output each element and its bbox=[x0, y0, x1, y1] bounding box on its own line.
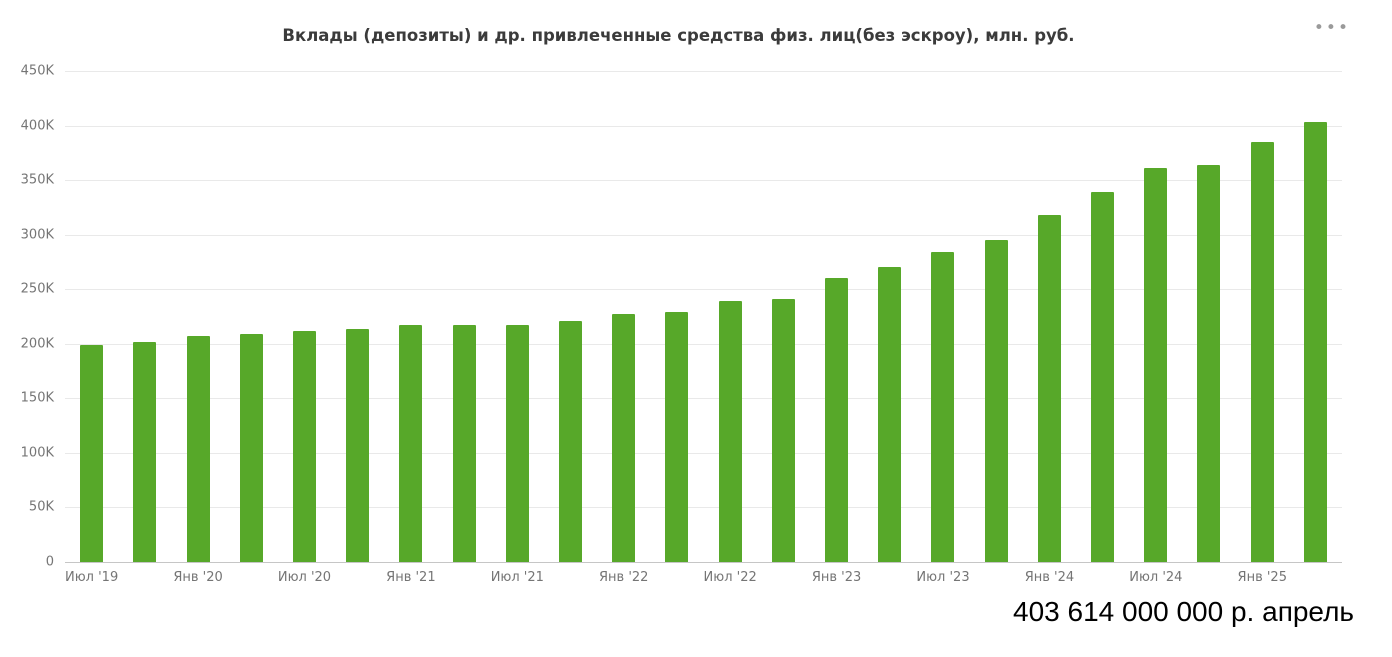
x-tick-label bbox=[1182, 570, 1235, 585]
bar-column bbox=[437, 71, 490, 562]
bar[interactable] bbox=[80, 344, 104, 562]
y-tick-label: 450K bbox=[20, 63, 54, 79]
x-axis-labels: Июл '19 Янв '20 Июл '20 Янв '21 Июл '21 Янв '… bbox=[65, 570, 1342, 585]
gridline bbox=[65, 398, 1342, 400]
bar[interactable] bbox=[1197, 164, 1221, 562]
y-tick-label: 100K bbox=[20, 445, 54, 461]
gridline bbox=[65, 125, 1342, 127]
x-tick-label bbox=[331, 570, 384, 585]
bar[interactable] bbox=[771, 299, 795, 562]
bar[interactable] bbox=[665, 312, 689, 562]
y-tick-label: 50K bbox=[28, 499, 54, 515]
x-tick-label bbox=[118, 570, 171, 585]
latest-value-annotation: 403 614 000 000 р. апрель bbox=[1013, 596, 1354, 627]
bar[interactable] bbox=[292, 330, 316, 562]
bar-column bbox=[491, 71, 544, 562]
bar-column bbox=[757, 71, 810, 562]
gridline bbox=[65, 507, 1342, 509]
gridline bbox=[65, 180, 1342, 182]
plot-area: 450K 400K 350K 300K 250K 200K 150K 100K 50K 0 bbox=[21, 64, 1342, 570]
bar-column bbox=[225, 71, 278, 562]
x-tick-label: Июл '20 bbox=[277, 570, 332, 585]
gridline bbox=[65, 289, 1342, 291]
gridline bbox=[65, 71, 1342, 72]
bar[interactable] bbox=[1303, 121, 1327, 562]
x-tick-label: Июл '23 bbox=[916, 570, 970, 585]
bar[interactable] bbox=[984, 240, 1008, 562]
bar-column bbox=[1129, 71, 1182, 562]
x-tick-label: Янв '23 bbox=[811, 570, 862, 585]
y-tick-label: 0 bbox=[45, 554, 54, 570]
x-tick-label bbox=[1289, 570, 1342, 585]
gridline bbox=[65, 452, 1342, 454]
y-tick-label: 350K bbox=[20, 172, 54, 188]
bar-column bbox=[916, 71, 969, 562]
bar-column bbox=[1235, 71, 1288, 562]
x-tick-label bbox=[863, 570, 916, 585]
y-tick-label: 300K bbox=[20, 227, 54, 243]
x-tick-label bbox=[757, 570, 810, 585]
bar-column bbox=[1076, 71, 1129, 562]
bar[interactable] bbox=[505, 325, 529, 562]
x-tick-label: Янв '21 bbox=[386, 570, 436, 585]
x-tick-label bbox=[544, 570, 597, 585]
bar-column bbox=[65, 71, 118, 562]
bar[interactable] bbox=[824, 278, 848, 562]
x-tick-label: Июл '21 bbox=[490, 570, 544, 585]
y-tick-label: 200K bbox=[20, 336, 54, 352]
bar-column bbox=[118, 71, 171, 562]
x-tick-label bbox=[225, 570, 278, 585]
bar[interactable] bbox=[346, 328, 370, 562]
x-tick-label: Янв '20 bbox=[173, 570, 223, 585]
x-tick-label bbox=[650, 570, 703, 585]
bar-column bbox=[969, 71, 1022, 562]
bar[interactable] bbox=[133, 341, 157, 562]
bar-column bbox=[1289, 71, 1342, 562]
bar[interactable] bbox=[239, 333, 263, 562]
bar[interactable] bbox=[186, 336, 210, 562]
gridline bbox=[65, 234, 1342, 236]
bar-column bbox=[384, 71, 437, 562]
bar[interactable] bbox=[612, 314, 636, 562]
x-tick-label: Янв '25 bbox=[1237, 570, 1287, 585]
bars bbox=[65, 71, 1342, 562]
bar-column bbox=[703, 71, 756, 562]
bar[interactable] bbox=[1144, 168, 1168, 562]
bar-column bbox=[278, 71, 331, 562]
bar-column bbox=[544, 71, 597, 562]
x-tick-label bbox=[1076, 570, 1129, 585]
bar[interactable] bbox=[1250, 141, 1274, 562]
x-tick-label: Июл '22 bbox=[703, 570, 757, 585]
bar[interactable] bbox=[558, 320, 582, 562]
bar[interactable] bbox=[931, 252, 955, 562]
bar-column bbox=[171, 71, 224, 562]
x-tick-label: Янв '22 bbox=[599, 570, 649, 585]
bar-column bbox=[650, 71, 703, 562]
bar-column bbox=[597, 71, 650, 562]
bar[interactable] bbox=[399, 325, 423, 562]
bar[interactable] bbox=[1090, 192, 1114, 562]
x-tick-label: Июл '24 bbox=[1129, 570, 1183, 585]
y-tick-label: 250K bbox=[20, 281, 54, 297]
ellipsis-menu-icon[interactable]: ••• bbox=[1313, 18, 1350, 38]
bar[interactable] bbox=[452, 325, 476, 562]
bar[interactable] bbox=[1037, 215, 1061, 562]
gridline bbox=[65, 343, 1342, 345]
bar-column bbox=[1182, 71, 1235, 562]
y-tick-label: 400K bbox=[20, 118, 54, 134]
x-tick-label bbox=[437, 570, 490, 585]
bar-column bbox=[331, 71, 384, 562]
y-tick-label: 150K bbox=[20, 390, 54, 406]
bar-column bbox=[1023, 71, 1076, 562]
x-tick-label: Янв '24 bbox=[1024, 570, 1075, 585]
gridline bbox=[65, 562, 1342, 563]
bar[interactable] bbox=[718, 301, 742, 562]
x-tick-label bbox=[970, 570, 1023, 585]
bar-column bbox=[863, 71, 916, 562]
bar-column bbox=[810, 71, 863, 562]
bar[interactable] bbox=[878, 267, 902, 562]
chart-title: Вклады (депозиты) и др. привлеченные сре… bbox=[282, 26, 1075, 45]
x-tick-label: Июл '19 bbox=[65, 570, 119, 585]
